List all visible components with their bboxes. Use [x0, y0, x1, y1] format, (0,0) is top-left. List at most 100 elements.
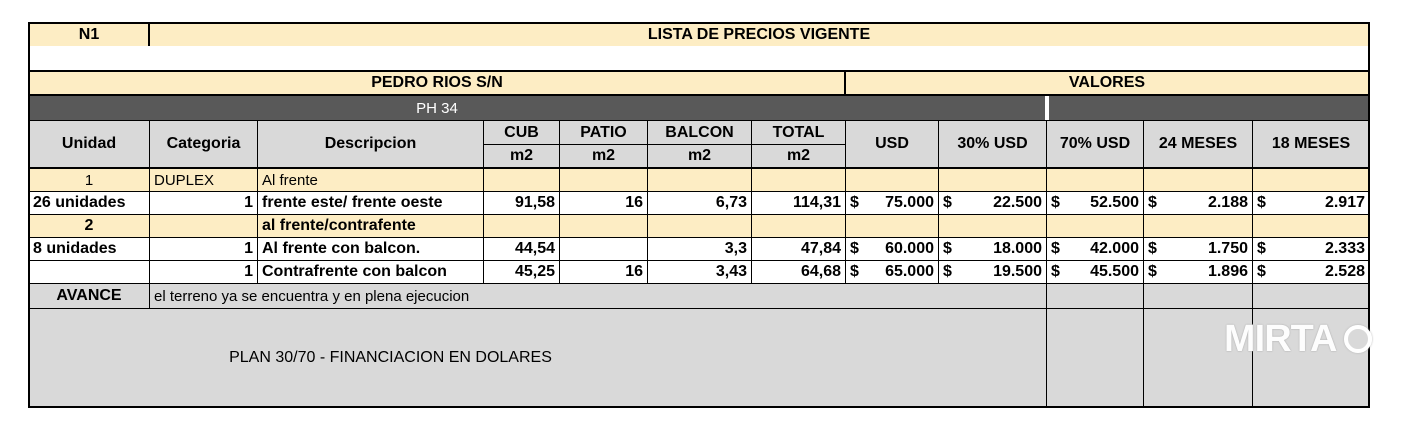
row-24-meses: $1.750 — [1143, 237, 1253, 261]
row-24-meses: $2.188 — [1143, 191, 1253, 215]
row-categoria: 1 — [149, 237, 258, 261]
currency-symbol: $ — [1148, 194, 1157, 211]
row-18-value: 2.528 — [1324, 263, 1365, 280]
spacer-row — [28, 46, 1370, 72]
group-empty — [1252, 214, 1370, 238]
row-usd70-value: 42.000 — [1090, 240, 1139, 257]
group-descripcion: Al frente — [257, 168, 484, 192]
row-usd70: $52.500 — [1046, 191, 1144, 215]
currency-symbol: $ — [1257, 263, 1266, 280]
currency-symbol: $ — [1257, 194, 1266, 211]
row-total: 47,84 — [751, 237, 846, 261]
row-patio: 16 — [559, 191, 648, 215]
row-categoria: 1 — [149, 260, 258, 284]
col-usd: USD — [845, 120, 939, 168]
col-balcon-unit: m2 — [647, 144, 752, 168]
plan-empty — [1046, 308, 1144, 408]
group-empty — [751, 214, 846, 238]
group-categoria — [149, 214, 258, 238]
row-usd-value: 75.000 — [885, 194, 934, 211]
row-total: 64,68 — [751, 260, 846, 284]
row-cub: 44,54 — [483, 237, 560, 261]
col-cub-unit: m2 — [483, 144, 560, 168]
col-24-meses: 24 MESES — [1143, 120, 1253, 168]
ph-dark-block-2 — [1049, 96, 1370, 120]
row-usd70: $42.000 — [1046, 237, 1144, 261]
group-empty — [1252, 168, 1370, 192]
avance-text: el terreno ya se encuentra y en plena ej… — [149, 283, 1047, 309]
row-descripcion: Contrafrente con balcon — [257, 260, 484, 284]
row-18-value: 2.333 — [1324, 240, 1365, 257]
group-empty — [1046, 214, 1144, 238]
row-24-value: 1.896 — [1207, 263, 1248, 280]
group-empty — [483, 214, 560, 238]
row-18-meses: $2.917 — [1252, 191, 1370, 215]
ph-dark-block-1 — [846, 96, 1047, 120]
group-empty — [483, 168, 560, 192]
group-empty — [1046, 168, 1144, 192]
group-descripcion: al frente/contrafente — [257, 214, 484, 238]
avance-empty — [1046, 283, 1144, 309]
row-usd30: $19.500 — [938, 260, 1047, 284]
avance-label: AVANCE — [28, 283, 150, 309]
avance-empty — [1143, 283, 1253, 309]
row-balcon: 6,73 — [647, 191, 752, 215]
group-categoria: DUPLEX — [149, 168, 258, 192]
currency-symbol: $ — [1148, 263, 1157, 280]
group-unidad: 2 — [28, 214, 150, 238]
col-patio-unit: m2 — [559, 144, 648, 168]
row-descripcion: frente este/ frente oeste — [257, 191, 484, 215]
group-empty — [647, 168, 752, 192]
price-list-sheet: N1 LISTA DE PRECIOS VIGENTE PEDRO RIOS S… — [28, 22, 1370, 408]
col-categoria: Categoria — [149, 120, 258, 168]
sheet-title: LISTA DE PRECIOS VIGENTE — [148, 22, 1370, 48]
group-empty — [647, 214, 752, 238]
row-unidad — [28, 260, 150, 284]
col-total-unit: m2 — [751, 144, 846, 168]
row-usd70-value: 45.500 — [1090, 263, 1139, 280]
row-usd-value: 65.000 — [885, 263, 934, 280]
group-empty — [845, 214, 939, 238]
currency-symbol: $ — [850, 194, 859, 211]
row-usd70-value: 52.500 — [1090, 194, 1139, 211]
group-empty — [1143, 168, 1253, 192]
ph-label: PH 34 — [28, 96, 846, 120]
group-empty — [938, 214, 1047, 238]
currency-symbol: $ — [943, 194, 952, 211]
col-balcon: BALCON — [647, 120, 752, 145]
values-header: VALORES — [844, 70, 1370, 96]
col-patio: PATIO — [559, 120, 648, 145]
row-total: 114,31 — [751, 191, 846, 215]
avance-empty — [1252, 283, 1370, 309]
project-name: PEDRO RIOS S/N — [28, 70, 846, 96]
row-18-value: 2.917 — [1324, 194, 1365, 211]
row-usd: $75.000 — [845, 191, 939, 215]
col-cub: CUB — [483, 120, 560, 145]
row-usd30-value: 22.500 — [993, 194, 1042, 211]
row-patio: 16 — [559, 260, 648, 284]
row-usd30-value: 19.500 — [993, 263, 1042, 280]
row-usd30: $18.000 — [938, 237, 1047, 261]
row-18-meses: $2.528 — [1252, 260, 1370, 284]
currency-symbol: $ — [1051, 240, 1060, 257]
row-patio — [559, 237, 648, 261]
row-usd70: $45.500 — [1046, 260, 1144, 284]
sheet-code: N1 — [28, 22, 150, 48]
currency-symbol: $ — [850, 240, 859, 257]
currency-symbol: $ — [1051, 194, 1060, 211]
group-empty — [559, 168, 648, 192]
watermark-logo: MIRTA — [1224, 318, 1337, 360]
col-descripcion: Descripcion — [257, 120, 484, 168]
row-unidad: 26 unidades — [28, 191, 150, 215]
row-24-value: 2.188 — [1207, 194, 1248, 211]
currency-symbol: $ — [1257, 240, 1266, 257]
row-24-value: 1.750 — [1207, 240, 1248, 257]
group-empty — [845, 168, 939, 192]
watermark-ring-icon — [1344, 325, 1372, 353]
col-usd30: 30% USD — [938, 120, 1047, 168]
group-empty — [1143, 214, 1253, 238]
group-unidad: 1 — [28, 168, 150, 192]
row-categoria: 1 — [149, 191, 258, 215]
currency-symbol: $ — [1148, 240, 1157, 257]
row-usd: $60.000 — [845, 237, 939, 261]
